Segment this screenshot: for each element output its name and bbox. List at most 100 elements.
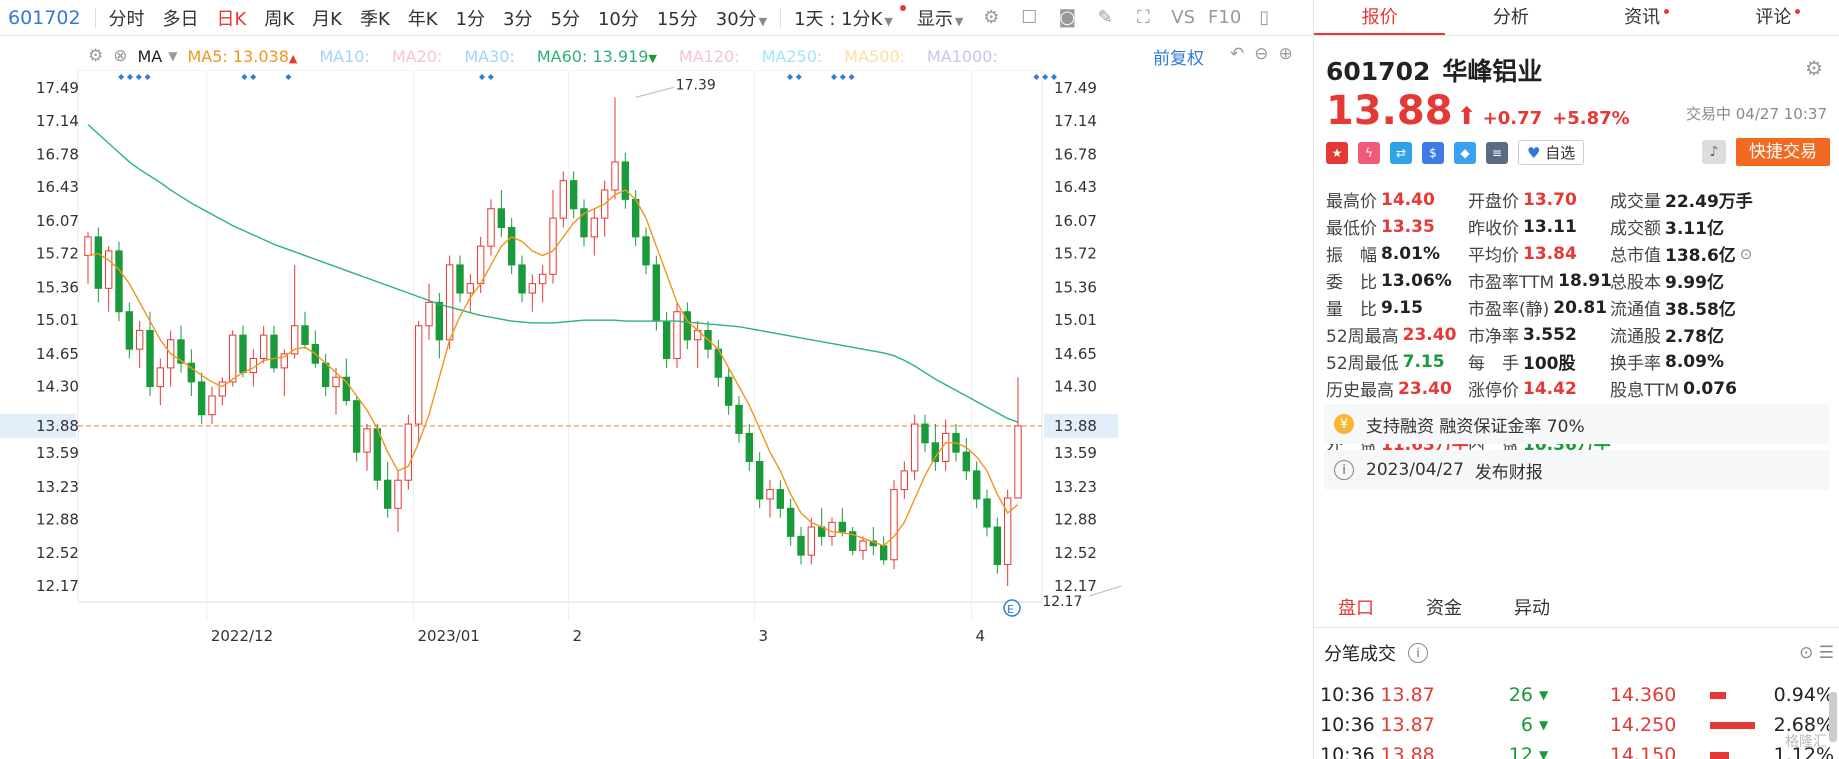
period-tab[interactable]: 日K [216, 8, 247, 30]
candle[interactable] [115, 250, 123, 313]
candle[interactable] [197, 381, 206, 416]
period-tab[interactable]: 3分 [503, 8, 533, 30]
candle[interactable] [631, 198, 640, 238]
depth-tab[interactable]: 异动 [1514, 598, 1550, 619]
candle[interactable] [435, 301, 444, 341]
event-marker-icon[interactable] [839, 74, 846, 80]
kline-chart[interactable]: 2022/12 2023/01 2 3 4 17.49 17.49 17.14 17.14 16.… [0, 70, 1312, 759]
scrollbar[interactable] [1829, 692, 1837, 742]
candle[interactable] [652, 264, 661, 322]
event-marker-icon[interactable] [487, 74, 494, 80]
more-icon[interactable]: ⊙ ☰ [1799, 643, 1834, 663]
report-notice[interactable]: i 2023/04/27 发布财报 [1324, 450, 1830, 490]
candle[interactable] [404, 423, 413, 481]
more-icon[interactable]: ⊙ [1739, 244, 1753, 263]
candle[interactable] [993, 526, 1002, 565]
candle[interactable] [683, 311, 692, 341]
gear-icon[interactable]: ⚙ [1805, 56, 1823, 80]
candle[interactable] [786, 507, 795, 537]
candle[interactable] [507, 226, 516, 266]
camera-icon[interactable]: ◙ [1058, 7, 1077, 28]
period-tab[interactable]: 5分 [550, 8, 580, 30]
candle[interactable] [239, 334, 247, 374]
period-tab[interactable]: 周K [264, 8, 295, 30]
candle[interactable] [797, 535, 805, 556]
display-select[interactable]: 显示 ▼ [908, 5, 972, 31]
candle[interactable] [125, 311, 134, 350]
candle[interactable] [807, 526, 816, 556]
ma-item[interactable]: MA10: [319, 47, 370, 66]
quote-tab[interactable]: 分析 [1445, 0, 1576, 35]
candle[interactable] [146, 329, 154, 388]
info-icon[interactable]: i [1408, 643, 1428, 663]
candle[interactable] [528, 283, 537, 294]
candle[interactable] [538, 273, 547, 285]
candle[interactable] [177, 339, 185, 364]
candle[interactable] [228, 334, 237, 383]
document-icon[interactable]: ≡ [1486, 141, 1508, 164]
candle[interactable] [373, 428, 382, 481]
event-marker-icon[interactable] [848, 74, 855, 80]
earnings-badge-icon[interactable] [1003, 599, 1021, 617]
quick-trade-button[interactable]: 快捷交易 [1736, 138, 1830, 166]
depth-tab[interactable]: 盘口 [1338, 598, 1374, 619]
candle[interactable] [735, 404, 743, 434]
candle[interactable] [776, 489, 785, 509]
ma-item[interactable]: MA5: 13.038▲ [187, 47, 297, 66]
candle[interactable] [187, 362, 196, 383]
candle[interactable] [941, 432, 950, 463]
period-tab[interactable]: 季K [359, 8, 390, 30]
event-marker-icon[interactable] [479, 74, 485, 80]
candle[interactable] [580, 208, 588, 238]
bell-icon[interactable]: ♪ [1702, 140, 1726, 164]
candle[interactable] [156, 367, 165, 388]
candle[interactable] [487, 208, 495, 247]
candle[interactable] [425, 301, 433, 327]
event-marker-icon[interactable] [118, 74, 125, 80]
candle[interactable] [972, 470, 981, 500]
ma-item[interactable]: MA120: [679, 47, 740, 66]
candle[interactable] [414, 325, 423, 425]
fullscreen-icon[interactable]: ⛶ [1136, 7, 1150, 28]
candle[interactable] [518, 264, 526, 294]
period-tab[interactable]: 月K [312, 8, 342, 30]
ma-label[interactable]: MA [137, 46, 163, 66]
ma-item[interactable]: MA250: [762, 47, 823, 66]
candle[interactable] [270, 334, 278, 369]
candle[interactable] [766, 489, 774, 500]
ma-item[interactable]: MA500: [844, 47, 905, 66]
candle[interactable] [890, 489, 898, 561]
event-marker-icon[interactable] [1033, 74, 1040, 80]
undo-icon[interactable]: ↶ [1230, 44, 1245, 64]
panel-toggle-icon[interactable]: ▯ [1259, 7, 1270, 28]
candle[interactable] [135, 329, 144, 350]
candle[interactable] [724, 376, 733, 406]
candle[interactable] [745, 432, 754, 463]
period-tab[interactable]: 分时 [108, 8, 145, 30]
zoom-out-icon[interactable]: ⊖ [1254, 44, 1269, 64]
candle[interactable] [662, 320, 671, 360]
candle[interactable] [301, 325, 309, 345]
candle[interactable] [383, 479, 392, 509]
event-marker-icon[interactable] [285, 74, 292, 80]
candle[interactable] [838, 521, 847, 533]
candle[interactable] [342, 376, 351, 402]
candle[interactable] [983, 498, 991, 528]
adjust-button[interactable]: 前复权 [1153, 49, 1204, 69]
candle[interactable] [559, 180, 568, 219]
close-icon[interactable]: ⊗ [113, 46, 128, 66]
candle[interactable] [104, 250, 113, 289]
ma-item[interactable]: MA20: [392, 47, 443, 66]
candle[interactable] [931, 442, 940, 463]
event-marker-icon[interactable] [250, 74, 257, 80]
candle[interactable] [476, 245, 485, 285]
event-marker-icon[interactable] [127, 74, 133, 80]
candle[interactable] [642, 236, 650, 266]
event-marker-icon[interactable] [831, 74, 837, 80]
candle[interactable] [394, 479, 402, 509]
candle[interactable] [290, 325, 299, 355]
period-tab[interactable]: 30分 ▼ [715, 8, 768, 30]
candle[interactable] [569, 180, 578, 210]
event-marker-icon[interactable] [1042, 74, 1049, 80]
shuffle-icon[interactable]: ⇄ [1390, 141, 1412, 164]
